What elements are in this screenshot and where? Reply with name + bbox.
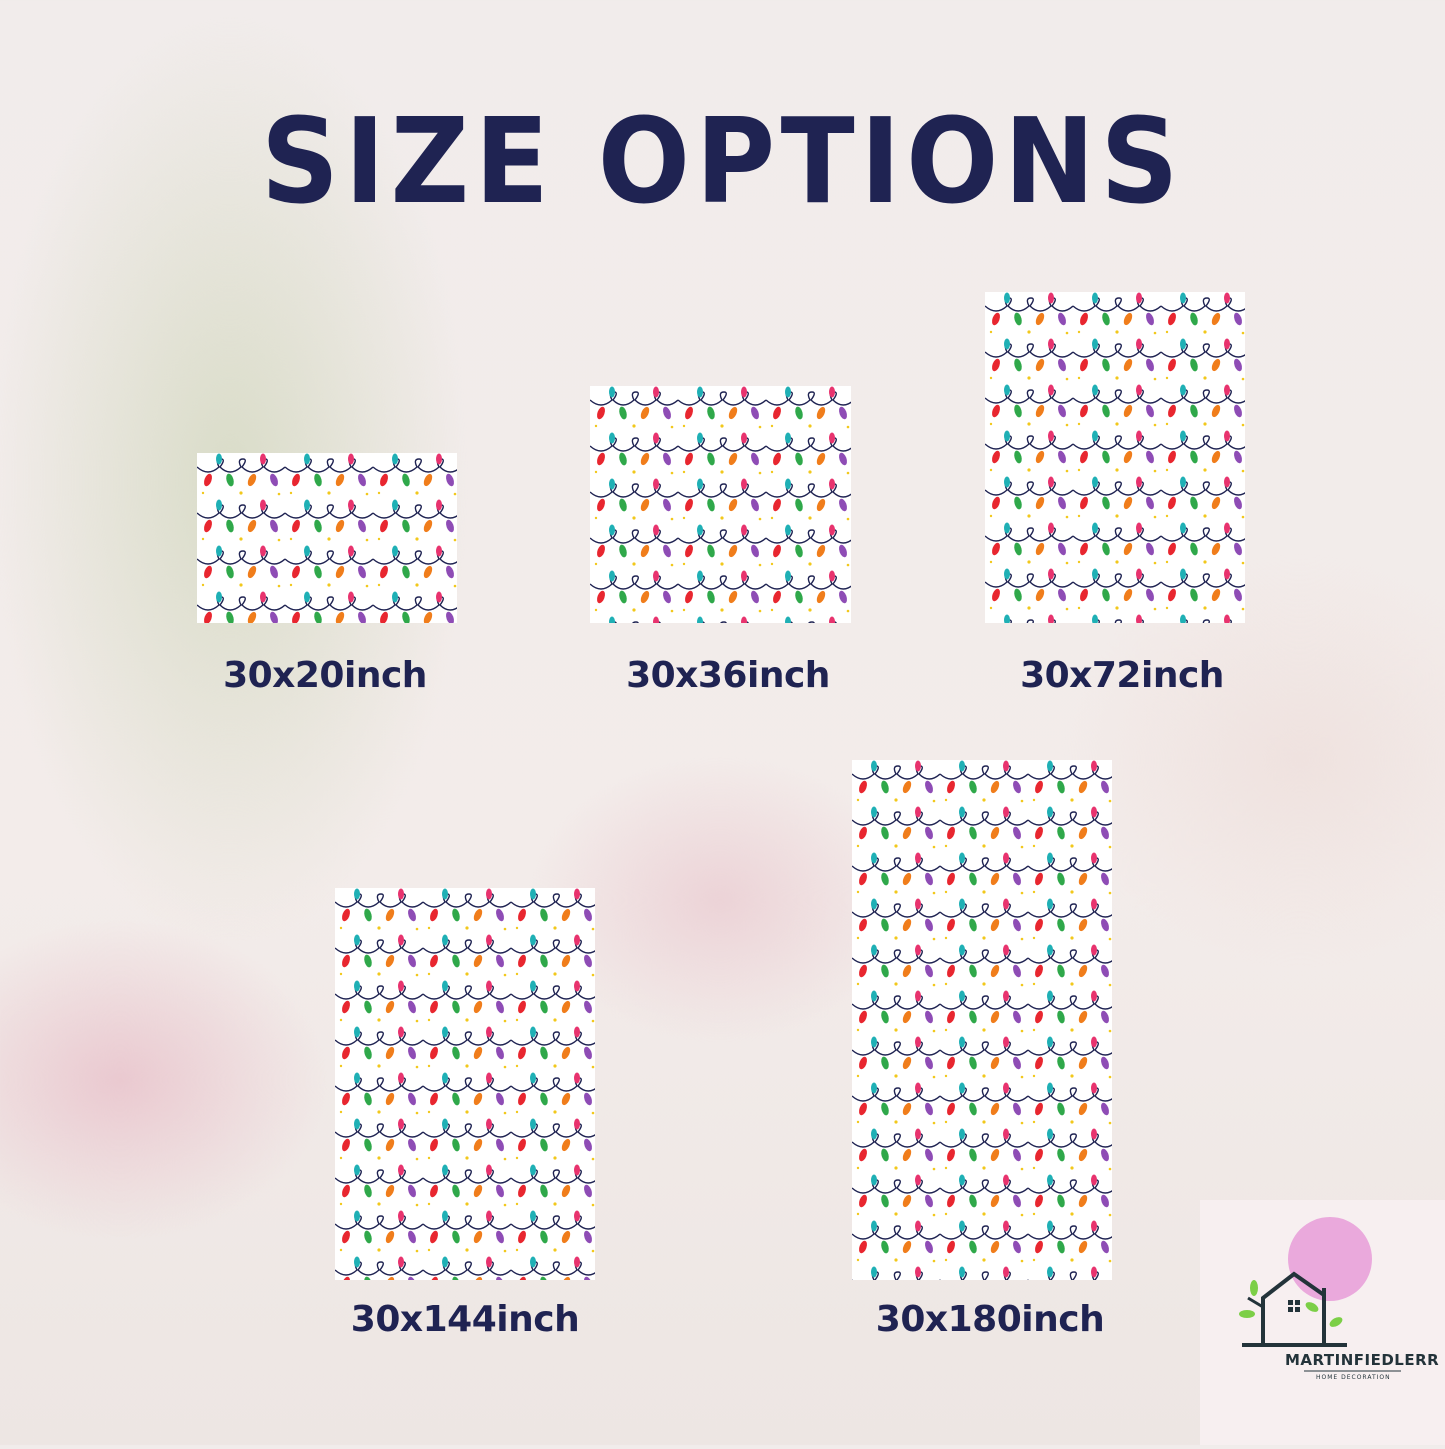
brand-name: MARTINFIEDLERR xyxy=(1285,1351,1440,1369)
size-label: 30x72inch xyxy=(1020,655,1224,696)
size-preview-30x72 xyxy=(985,292,1245,623)
size-label: 30x20inch xyxy=(223,655,427,696)
lights-pattern xyxy=(197,453,457,623)
size-preview-30x36 xyxy=(590,386,851,623)
house-logo-icon xyxy=(1239,1217,1401,1372)
lights-pattern xyxy=(852,760,1112,1280)
size-label: 30x144inch xyxy=(350,1299,580,1340)
lights-pattern xyxy=(985,292,1245,623)
brand-logo xyxy=(1200,1200,1445,1445)
size-label: 30x180inch xyxy=(875,1299,1105,1340)
lights-pattern xyxy=(335,888,595,1280)
lights-pattern xyxy=(590,386,851,623)
size-preview-30x180 xyxy=(852,760,1112,1280)
size-label: 30x36inch xyxy=(626,655,830,696)
page-title: SIZE OPTIONS xyxy=(260,92,1185,230)
size-preview-30x20 xyxy=(197,453,457,623)
size-preview-30x144 xyxy=(335,888,595,1280)
brand-tagline: HOME DECORATION xyxy=(1316,1374,1391,1381)
